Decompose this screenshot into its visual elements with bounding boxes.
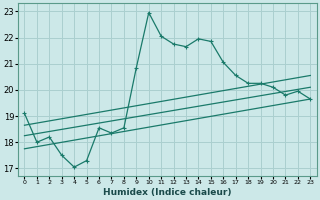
X-axis label: Humidex (Indice chaleur): Humidex (Indice chaleur) — [103, 188, 232, 197]
